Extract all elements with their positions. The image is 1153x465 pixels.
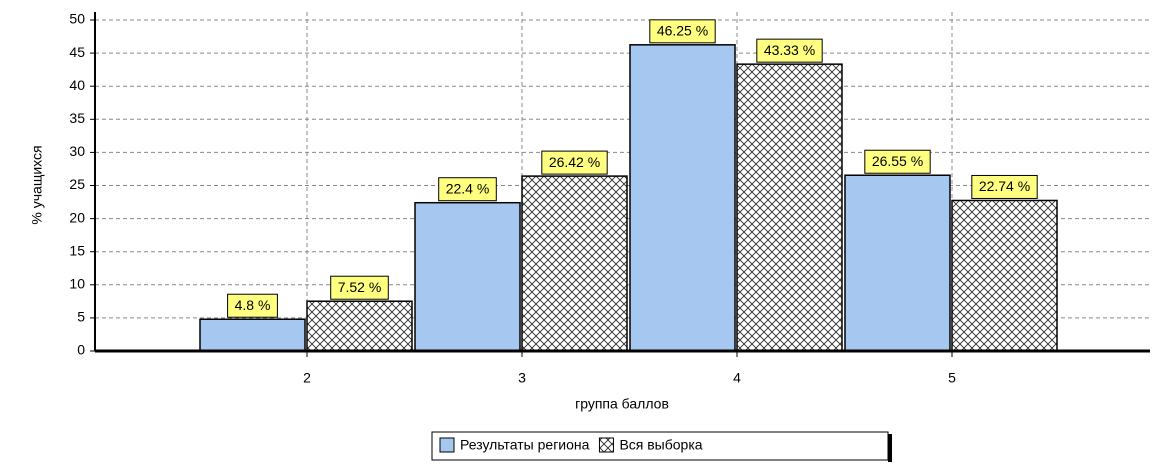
legend (431, 431, 892, 462)
y-tick-label: 0 (77, 342, 85, 358)
legend-label: Вся выборка (619, 437, 702, 453)
x-tick-label: 4 (733, 370, 741, 386)
y-tick-label: 50 (69, 11, 85, 27)
legend-swatch (598, 437, 614, 453)
y-tick-label: 30 (69, 143, 85, 159)
legend-swatch (439, 437, 455, 453)
x-tick-label: 3 (518, 370, 526, 386)
bar (199, 318, 306, 352)
y-tick-label: 20 (69, 209, 85, 225)
y-tick-label: 45 (69, 44, 85, 60)
data-label-box (541, 150, 608, 175)
data-label-box (330, 275, 389, 300)
y-axis-label: % учащихся (29, 145, 45, 224)
x-tick-label: 5 (948, 370, 956, 386)
bar (629, 44, 736, 352)
data-label: 26.55 % (872, 153, 923, 169)
data-label-box (864, 149, 931, 174)
data-label: 46.25 % (657, 23, 708, 39)
data-label: 4.8 % (235, 297, 271, 313)
data-label-box (649, 19, 716, 44)
data-label: 26.42 % (549, 154, 600, 170)
data-label-box (971, 174, 1038, 199)
legend-box (431, 431, 889, 461)
data-label: 7.52 % (338, 279, 382, 295)
y-tick-label: 15 (69, 242, 85, 258)
data-label-box (227, 293, 278, 318)
bar (844, 174, 951, 352)
bar (951, 199, 1058, 352)
bar (414, 201, 521, 352)
y-tick-label: 35 (69, 110, 85, 126)
bar (521, 175, 628, 352)
data-label: 43.33 % (764, 42, 815, 58)
bar (736, 63, 843, 352)
legend-shadow (888, 434, 892, 462)
y-tick-label: 10 (69, 276, 85, 292)
legend-label: Результаты региона (460, 437, 590, 453)
x-tick-label: 2 (303, 370, 311, 386)
y-tick-label: 40 (69, 77, 85, 93)
y-tick-label: 25 (69, 176, 85, 192)
data-label-box (756, 38, 823, 63)
y-tick-label: 5 (77, 309, 85, 325)
bar (306, 300, 413, 352)
data-label-box (438, 177, 497, 202)
x-axis-label: группа баллов (575, 396, 669, 412)
data-label: 22.74 % (979, 178, 1030, 194)
data-label: 22.4 % (446, 180, 490, 196)
